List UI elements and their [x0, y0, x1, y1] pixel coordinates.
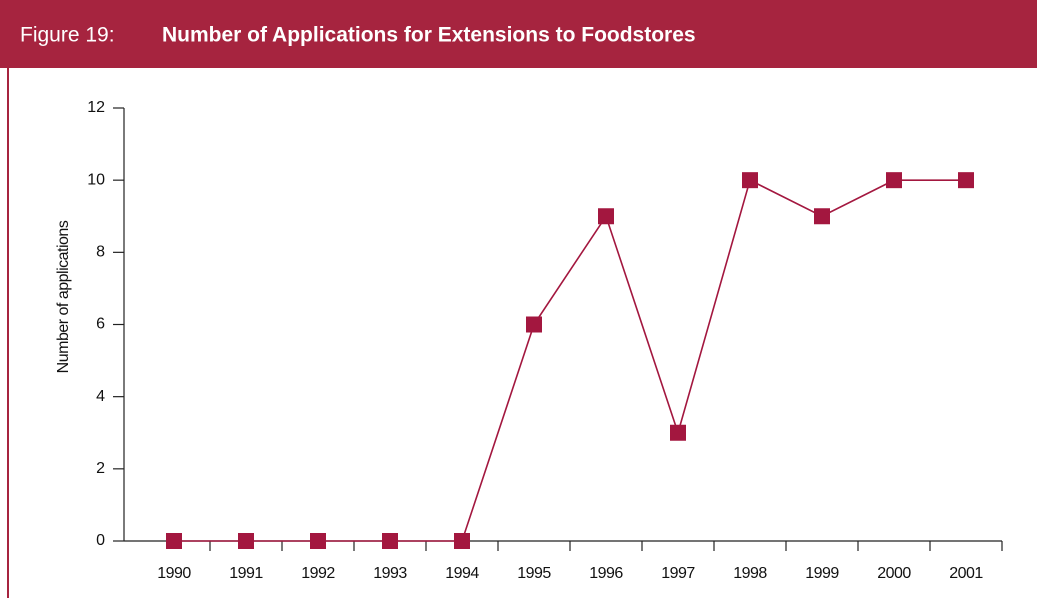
data-point	[814, 208, 830, 225]
x-tick-label: 1999	[805, 565, 839, 582]
y-tick-label: 12	[87, 99, 105, 116]
x-tick-label: 1996	[589, 565, 623, 582]
data-point	[886, 172, 902, 189]
x-tick-label: 1997	[661, 565, 695, 582]
data-point	[598, 208, 614, 225]
x-tick-label: 1993	[373, 565, 407, 582]
y-tick-label: 2	[96, 460, 105, 477]
data-point	[526, 316, 542, 333]
data-point	[310, 533, 326, 549]
x-tick-label: 1998	[733, 565, 767, 582]
y-axis-label: Number of applications	[55, 220, 72, 373]
figure-label: Figure 19:	[20, 24, 115, 47]
y-tick-label: 8	[96, 244, 105, 261]
header-bar	[0, 0, 1037, 68]
data-point	[958, 172, 974, 189]
y-tick-label: 4	[96, 388, 105, 405]
data-point	[670, 424, 686, 441]
x-tick-label: 1991	[229, 565, 263, 582]
x-tick-label: 2000	[877, 565, 911, 582]
data-line	[174, 179, 966, 542]
x-tick-label: 1992	[301, 565, 335, 582]
y-tick-label: 6	[96, 316, 105, 333]
chart-title: Number of Applications for Extensions to…	[162, 24, 696, 47]
x-tick-label: 1994	[445, 565, 479, 582]
data-point	[382, 533, 398, 549]
data-point	[742, 172, 758, 189]
x-tick-label: 1990	[157, 565, 191, 582]
y-tick-label: 0	[96, 532, 105, 549]
x-tick-label: 1995	[517, 565, 551, 582]
data-point	[166, 533, 182, 549]
data-point	[454, 533, 470, 549]
y-tick-label: 10	[87, 171, 105, 188]
data-point	[238, 533, 254, 549]
x-tick-label: 2001	[949, 565, 983, 582]
